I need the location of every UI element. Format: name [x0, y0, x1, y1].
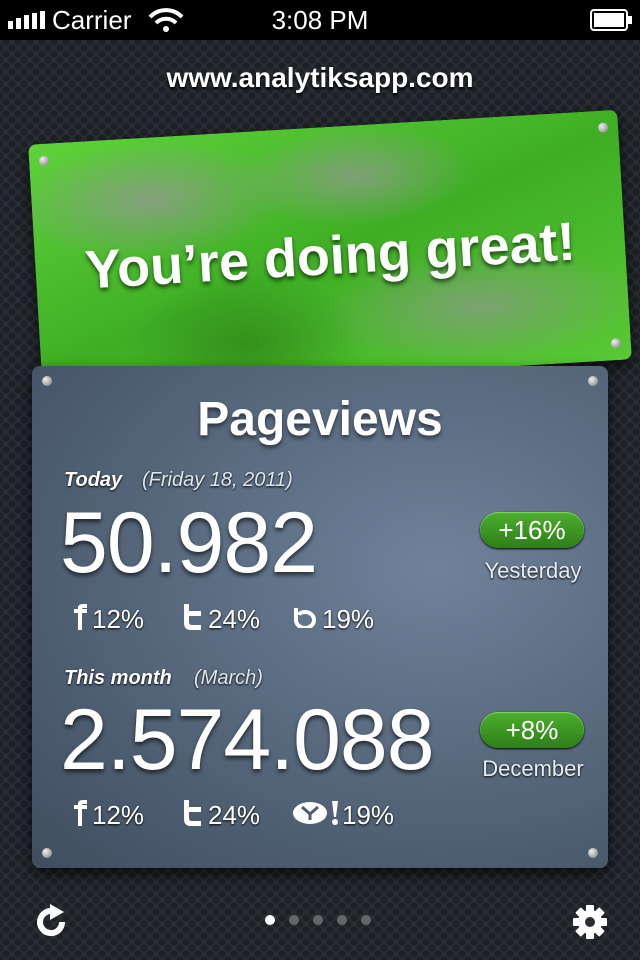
share-twitter: 24%: [208, 604, 261, 634]
share-facebook: 12%: [92, 800, 145, 830]
change-badge: +16%: [480, 512, 584, 548]
banner-message: You’re doing great!: [83, 211, 578, 301]
page-indicator: [265, 915, 371, 925]
twitter-icon: [184, 800, 201, 826]
battery-icon: [590, 9, 632, 31]
change-badge: +8%: [480, 712, 584, 748]
pageview-count: 2.574.088: [60, 692, 435, 788]
settings-button[interactable]: [572, 904, 608, 940]
site-url: www.analytiksapp.com: [166, 62, 474, 93]
refresh-button[interactable]: [34, 904, 70, 940]
share-search: 19%: [322, 604, 375, 634]
status-bar: Carrier 3:08 PM: [0, 0, 640, 40]
comparison-label: Yesterday: [484, 558, 582, 583]
pageviews-panel: Pageviews Today (Friday 18, 2011) 50.982…: [32, 366, 608, 868]
wifi-icon: [148, 8, 184, 32]
bing-icon: [294, 608, 316, 628]
share-search: 19%: [342, 800, 395, 830]
facebook-icon: [74, 800, 87, 826]
yahoo-icon: [293, 801, 338, 825]
share-twitter: 24%: [208, 800, 261, 830]
panel-title: Pageviews: [197, 393, 443, 446]
twitter-icon: [184, 604, 201, 630]
facebook-icon: [74, 604, 87, 630]
carrier: Carrier: [52, 5, 132, 35]
section-label: This month: [64, 667, 172, 689]
signal-icon: [8, 11, 45, 29]
clock: 3:08 PM: [271, 5, 369, 35]
comparison-label: December: [482, 756, 584, 781]
section-period: (Friday 18, 2011): [142, 469, 293, 491]
banner: You’re doing great!: [28, 109, 632, 395]
section-label: Today: [64, 469, 123, 491]
section-period: (March): [194, 667, 263, 689]
share-facebook: 12%: [92, 604, 145, 634]
pageview-count: 50.982: [60, 495, 318, 591]
